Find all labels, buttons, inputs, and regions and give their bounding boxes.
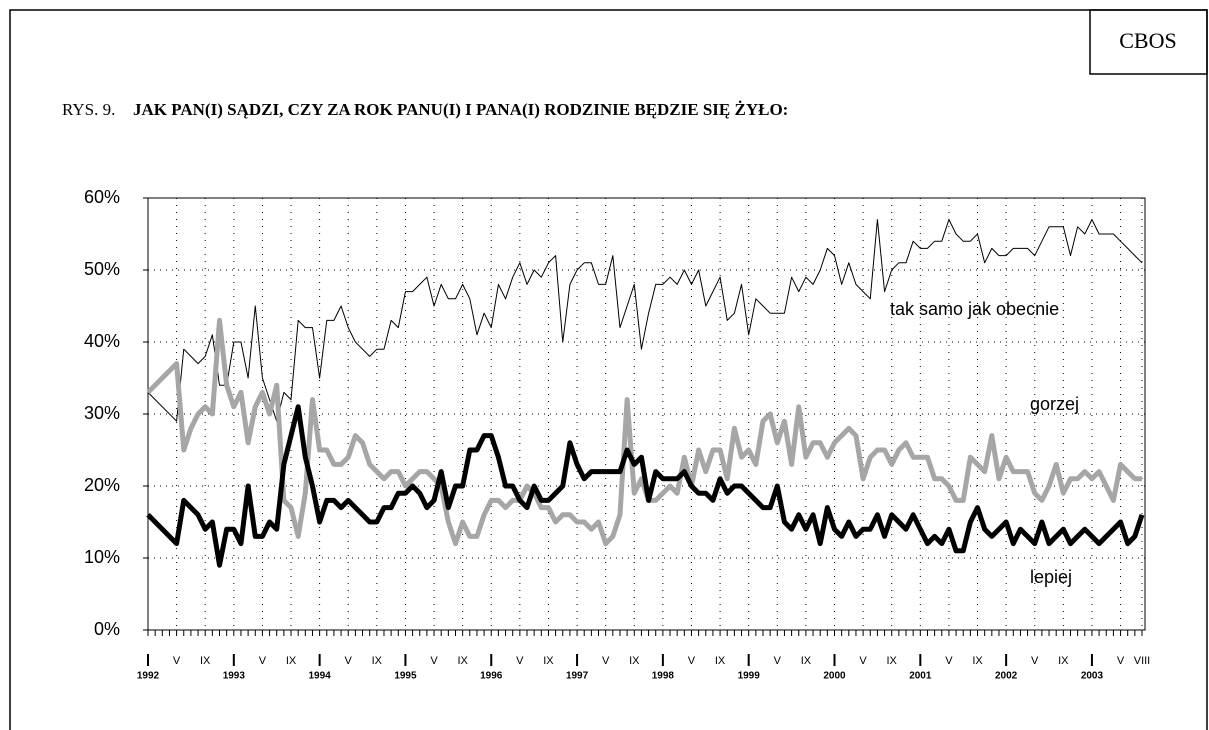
x-tick-label: VIII bbox=[1134, 655, 1151, 667]
year-label: 1999 bbox=[738, 671, 761, 682]
x-tick-label: V bbox=[1117, 655, 1125, 667]
x-tick-label: V bbox=[602, 655, 610, 667]
year-label: 1992 bbox=[137, 671, 160, 682]
year-label: 1998 bbox=[652, 671, 675, 682]
series-label: tak samo jak obecnie bbox=[890, 299, 1059, 319]
chart-title: JAK PAN(I) SĄDZI, CZY ZA ROK PANU(I) I P… bbox=[133, 100, 788, 119]
year-label: 1994 bbox=[309, 671, 332, 682]
series-line bbox=[147, 219, 1143, 422]
series-label: lepiej bbox=[1030, 567, 1072, 587]
x-tick-label: IX bbox=[543, 655, 554, 667]
x-tick-label: V bbox=[173, 655, 181, 667]
y-tick-label: 10% bbox=[84, 547, 120, 567]
x-tick-label: V bbox=[774, 655, 782, 667]
brand: CBOS bbox=[1119, 28, 1176, 53]
x-tick-label: IX bbox=[801, 655, 812, 667]
x-tick-label: V bbox=[430, 655, 438, 667]
page-frame bbox=[9, 9, 1208, 730]
x-tick-label: V bbox=[945, 655, 953, 667]
x-tick-label: V bbox=[688, 655, 696, 667]
year-label: 1995 bbox=[394, 671, 417, 682]
y-tick-label: 60% bbox=[84, 187, 120, 207]
year-label: 1993 bbox=[223, 671, 246, 682]
x-tick-label: IX bbox=[372, 655, 383, 667]
x-tick-label: IX bbox=[629, 655, 640, 667]
x-tick-label: IX bbox=[286, 655, 297, 667]
year-label: 2001 bbox=[909, 671, 932, 682]
year-label: 2000 bbox=[823, 671, 846, 682]
y-tick-label: 0% bbox=[94, 619, 120, 639]
x-tick-label: V bbox=[516, 655, 524, 667]
x-tick-label: IX bbox=[972, 655, 983, 667]
x-tick-label: V bbox=[1031, 655, 1039, 667]
y-tick-label: 40% bbox=[84, 331, 120, 351]
y-tick-label: 50% bbox=[84, 259, 120, 279]
x-tick-label: IX bbox=[715, 655, 726, 667]
x-tick-label: V bbox=[259, 655, 267, 667]
x-tick-label: IX bbox=[457, 655, 468, 667]
x-tick-label: IX bbox=[887, 655, 898, 667]
year-label: 1996 bbox=[480, 671, 503, 682]
y-tick-label: 30% bbox=[84, 403, 120, 423]
x-tick-label: V bbox=[345, 655, 353, 667]
year-label: 2002 bbox=[995, 671, 1018, 682]
y-tick-label: 20% bbox=[84, 475, 120, 495]
series-line bbox=[146, 404, 1145, 568]
x-tick-label: IX bbox=[1058, 655, 1069, 667]
x-tick-label: IX bbox=[200, 655, 211, 667]
series-label: gorzej bbox=[1030, 394, 1079, 414]
figure-label: RYS. 9. bbox=[62, 100, 115, 119]
series-line bbox=[146, 317, 1142, 547]
x-tick-label: V bbox=[859, 655, 867, 667]
year-label: 2003 bbox=[1081, 671, 1104, 682]
brand-box bbox=[1089, 9, 1208, 75]
year-label: 1997 bbox=[566, 671, 589, 682]
